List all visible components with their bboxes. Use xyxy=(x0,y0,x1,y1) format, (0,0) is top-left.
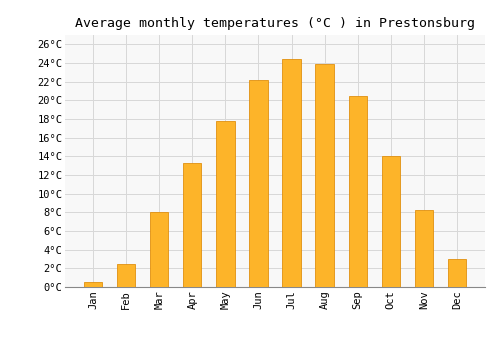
Bar xyxy=(282,59,300,287)
Bar xyxy=(382,156,400,287)
Bar xyxy=(414,210,433,287)
Title: Average monthly temperatures (°C ) in Prestonsburg: Average monthly temperatures (°C ) in Pr… xyxy=(75,17,475,30)
Bar xyxy=(348,96,366,287)
Bar xyxy=(150,212,169,287)
Bar xyxy=(250,80,268,287)
Bar xyxy=(184,163,202,287)
Bar xyxy=(448,259,466,287)
Bar xyxy=(316,64,334,287)
Bar xyxy=(216,121,234,287)
Bar xyxy=(84,282,102,287)
Bar xyxy=(117,264,136,287)
